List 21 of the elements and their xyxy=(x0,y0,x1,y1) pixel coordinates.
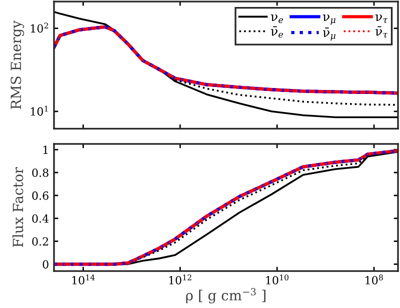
x-axis-title: ρ [ g cm$^{−3}$ ] xyxy=(186,288,266,304)
x-tick-label: 10$^{14}$ xyxy=(72,274,95,284)
x-tick-label: 10$^{8}$ xyxy=(366,274,383,284)
legend-label: ν̄$_{e}$ xyxy=(270,26,283,38)
legend-label: ν̄$_{τ}$ xyxy=(375,26,388,38)
y-tick-label: 10$^{1}$ xyxy=(30,106,48,116)
y-tick-label: 10$^{2}$ xyxy=(30,22,48,33)
legend-label: ν$_{μ}$ xyxy=(322,14,336,25)
x-tick-label: 10$^{12}$ xyxy=(169,274,192,284)
y-tick-label: 0.2 xyxy=(32,237,48,246)
y-tick-label: 0.8 xyxy=(32,168,48,177)
y-tick-label: 0.6 xyxy=(32,191,48,200)
y-axis-title: RMS Energy xyxy=(10,20,24,109)
y-tick-label: 0.4 xyxy=(32,214,49,223)
legend-label: ν$_{e}$ xyxy=(270,14,283,24)
x-tick-label: 10$^{10}$ xyxy=(266,274,288,284)
legend-label: ν̄$_{μ}$ xyxy=(322,28,336,41)
legend-label: ν$_{τ}$ xyxy=(375,14,388,24)
y-tick-label: 1 xyxy=(43,146,48,154)
y-axis-title: Flux Factor xyxy=(12,167,24,248)
y-tick-label: 0 xyxy=(42,260,48,269)
